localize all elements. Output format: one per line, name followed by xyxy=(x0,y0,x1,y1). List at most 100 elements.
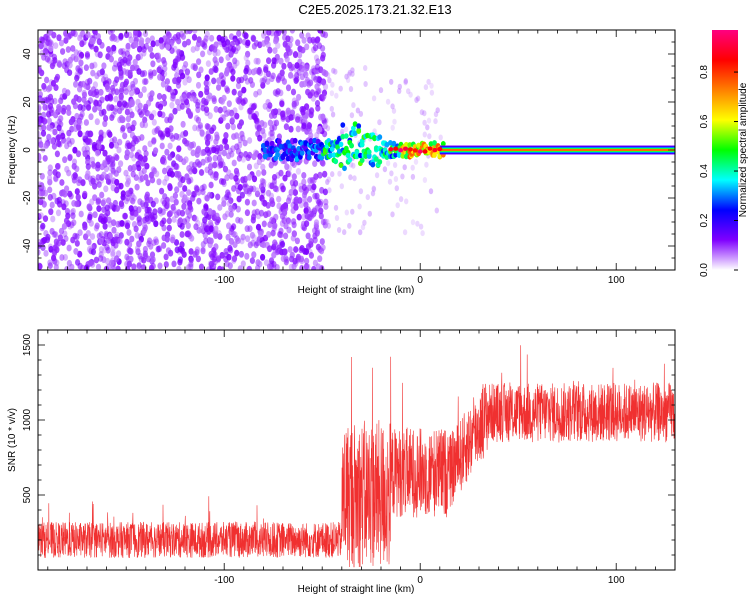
spectrogram-cell xyxy=(176,265,182,270)
spectrogram-cell xyxy=(222,105,228,113)
spectrogram-cell xyxy=(319,159,325,167)
spectrogram-cell xyxy=(53,76,60,83)
spectrogram-cell xyxy=(313,54,320,62)
spectrogram-cell xyxy=(75,193,81,201)
spectrogram-cell xyxy=(268,192,274,200)
figure-title: C2E5.2025.173.21.32.E13 xyxy=(298,2,451,17)
spectrogram-cell xyxy=(282,174,288,182)
spectrogram-cell xyxy=(203,35,209,42)
spectrogram-cell xyxy=(192,30,198,34)
spectrogram-cell xyxy=(250,34,256,42)
spectrogram-cell xyxy=(247,137,253,144)
spectrogram-cell xyxy=(76,55,82,63)
spectrogram-cell xyxy=(392,118,397,125)
spectrogram-cell xyxy=(226,200,232,207)
spectrogram-cell xyxy=(272,239,278,247)
spectrogram-cell xyxy=(63,30,69,37)
spectrogram-cell xyxy=(237,122,243,130)
spectrogram-cell xyxy=(216,255,222,262)
spectrogram-cell xyxy=(211,77,217,85)
spectrogram-cell xyxy=(150,60,156,68)
spectrogram-cell xyxy=(132,64,138,71)
spectrogram-cell xyxy=(195,255,201,263)
spectrogram-cell xyxy=(194,44,200,52)
spectrogram-cell xyxy=(276,195,282,203)
spectrogram-cell xyxy=(140,202,146,210)
spectrogram-cell xyxy=(74,233,80,241)
spectrogram-cell xyxy=(209,253,215,261)
spectrogram-cell xyxy=(145,37,151,44)
spectrogram-cell xyxy=(126,260,132,268)
spectrogram-cell xyxy=(227,262,233,270)
spectrogram-cell xyxy=(96,205,102,213)
spectrogram-cell xyxy=(348,86,354,92)
spectrogram-cell xyxy=(66,137,72,144)
spectrogram-cell xyxy=(196,161,202,168)
spectrogram-cell xyxy=(291,263,297,270)
spectrogram-cell xyxy=(177,245,183,253)
spectrogram-cell xyxy=(102,222,108,230)
spectrogram-cell xyxy=(135,54,141,61)
spectrogram-cell xyxy=(169,195,175,203)
spectrogram-cell xyxy=(235,216,241,224)
spectrogram-cell xyxy=(113,241,119,249)
spectrogram-cell xyxy=(207,112,213,120)
spectrogram-cell xyxy=(123,88,129,95)
spectrogram-cell xyxy=(280,185,286,193)
spectrogram-cell xyxy=(295,116,301,123)
spectrogram-cell xyxy=(138,217,145,225)
spectrogram-cell xyxy=(224,260,230,268)
spectrogram-cell xyxy=(141,86,147,93)
spectrogram-cell xyxy=(127,31,133,39)
spectrogram-cell xyxy=(269,129,275,137)
spectrogram-cell xyxy=(98,237,104,245)
spectrogram-cell xyxy=(130,197,136,205)
spectrogram-cell xyxy=(251,185,257,193)
spectrogram-cell xyxy=(313,91,319,98)
spectrogram-cell xyxy=(244,225,250,233)
spectrogram-cell xyxy=(292,137,298,144)
spectrogram-cell xyxy=(71,98,77,105)
spectrogram-cell xyxy=(259,177,265,185)
spectrogram-cell xyxy=(97,99,103,107)
spectrogram-cell xyxy=(268,161,274,169)
spectrogram-cell xyxy=(220,36,226,44)
spectrogram-cell xyxy=(334,92,339,99)
spectrogram-cell xyxy=(243,32,249,40)
y-tick-label: 0 xyxy=(22,147,33,153)
spectrogram-cell xyxy=(87,97,94,104)
spectrogram-cell xyxy=(195,116,201,124)
spectrogram-cell xyxy=(251,209,257,217)
spectrogram-cell xyxy=(190,165,196,173)
spectrogram-cell xyxy=(226,169,232,177)
spectrogram-cell xyxy=(117,107,123,115)
spectrogram-cell xyxy=(132,77,138,85)
colorbar-tick-label: 0.8 xyxy=(699,65,710,79)
spectrogram-cell xyxy=(70,30,76,37)
spectrogram-cell xyxy=(53,263,59,270)
spectrogram-cell xyxy=(279,74,285,82)
spectrogram-cell xyxy=(98,109,104,117)
spectrogram-cell xyxy=(83,64,89,71)
spectrogram-cell xyxy=(102,149,108,157)
spectrogram-cell xyxy=(50,137,56,145)
spectrogram-cell xyxy=(293,204,299,211)
spectrogram-cell xyxy=(179,72,186,80)
spectrogram-cell xyxy=(253,114,259,122)
spectrogram-cell xyxy=(426,117,432,124)
x-tick-label: 0 xyxy=(417,275,423,286)
spectrogram-cell xyxy=(38,198,44,206)
spectrogram-cell xyxy=(234,182,240,190)
spectrogram-cell xyxy=(212,56,218,64)
spectrogram-cell xyxy=(259,195,266,203)
spectrogram-cell xyxy=(110,84,116,92)
spectrogram-cell xyxy=(181,251,187,258)
spectrogram-cell xyxy=(352,130,358,136)
spectrogram-cell xyxy=(54,150,61,158)
spectrogram-cell xyxy=(420,230,425,237)
spectrogram-cell xyxy=(137,31,143,38)
spectrogram-cell xyxy=(209,44,215,51)
spectrogram-cell xyxy=(191,33,198,41)
spectrogram-cell xyxy=(141,78,148,85)
spectrogram-cell xyxy=(244,252,250,260)
